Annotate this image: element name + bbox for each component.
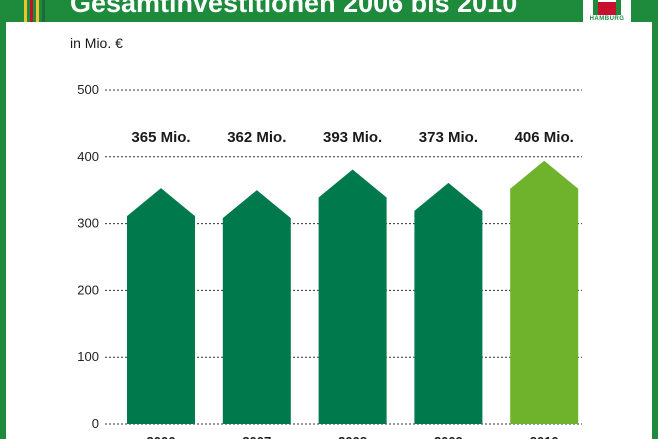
y-axis: 0 100 200 300 400 500	[77, 82, 99, 431]
bar-2008	[318, 169, 387, 424]
x-tick-label-2009: 2009	[434, 434, 463, 439]
header-band	[0, 0, 658, 22]
stripe-1	[24, 0, 27, 22]
flag-stripes-icon	[24, 0, 45, 22]
bar-2010	[510, 160, 579, 425]
x-axis: 2006 2007 2008 2009 2010	[147, 434, 559, 439]
frame-border-right	[652, 0, 658, 439]
frame-border-left	[0, 0, 6, 439]
y-tick-label-500: 500	[77, 82, 99, 97]
bar-2009	[414, 182, 483, 424]
page-title: Gesamtinvestitionen 2006 bis 2010	[70, 0, 518, 18]
x-tick-label-2006: 2006	[147, 434, 176, 439]
bars	[127, 160, 579, 425]
y-tick-label-0: 0	[92, 416, 99, 431]
y-tick-label-400: 400	[77, 149, 99, 164]
data-label-2006: 365 Mio.	[131, 129, 190, 146]
logo-text: HAMBURG	[589, 16, 625, 22]
grid-lines	[105, 89, 582, 425]
data-labels: 365 Mio. 362 Mio. 393 Mio. 373 Mio. 406 Mio.	[131, 129, 573, 146]
x-tick-label-2010: 2010	[530, 434, 559, 439]
x-tick-label-2008: 2008	[338, 434, 367, 439]
y-tick-label-300: 300	[77, 216, 99, 231]
stripe-2	[30, 0, 33, 22]
bar-2006	[127, 188, 195, 424]
hamburg-logo: HAMBURG	[583, 0, 631, 27]
unit-label: in Mio. €	[70, 35, 123, 51]
y-tick-label-100: 100	[77, 349, 99, 364]
data-label-2008: 393 Mio.	[323, 129, 382, 146]
castle-icon	[593, 0, 621, 15]
data-label-2009: 373 Mio.	[419, 129, 478, 146]
bar-2007	[222, 190, 291, 424]
stripe-4	[42, 0, 45, 22]
stripe-3	[36, 0, 39, 22]
data-label-2007: 362 Mio.	[227, 129, 286, 146]
data-label-2010: 406 Mio.	[515, 129, 574, 146]
x-tick-label-2007: 2007	[242, 434, 271, 439]
y-tick-label-200: 200	[77, 282, 99, 297]
